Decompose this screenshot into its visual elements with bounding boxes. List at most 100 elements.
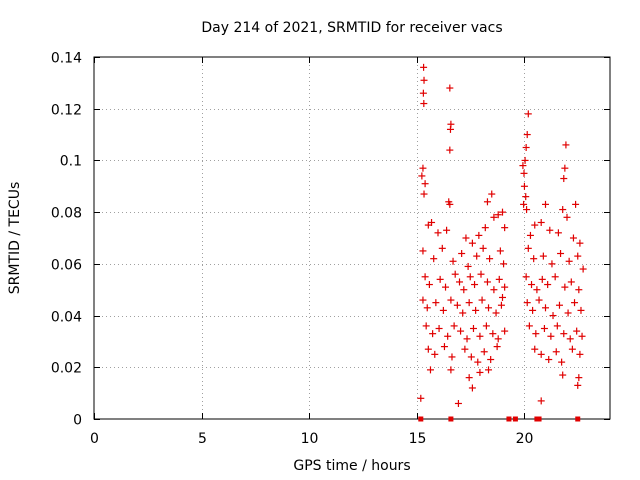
data-point [533, 286, 541, 294]
data-point [473, 252, 481, 260]
data-point [561, 283, 569, 291]
data-point [569, 234, 577, 242]
data-point [432, 299, 440, 307]
data-point [420, 190, 428, 198]
data-point [475, 231, 483, 239]
data-point [523, 299, 531, 307]
data-point [521, 156, 529, 164]
data-point [447, 366, 455, 374]
data-point [462, 234, 470, 242]
data-point [553, 322, 561, 330]
data-point [540, 325, 548, 332]
data-point [563, 213, 571, 221]
zero-value-mark [575, 416, 581, 422]
data-point [446, 200, 454, 208]
data-point [449, 257, 457, 265]
data-point [494, 335, 502, 343]
data-point [480, 348, 488, 356]
data-point [468, 239, 476, 247]
data-point [485, 304, 493, 312]
data-point [488, 190, 496, 198]
data-point [447, 296, 455, 304]
data-point [557, 250, 565, 258]
data-point [493, 343, 501, 351]
data-point [477, 270, 485, 278]
data-point [520, 200, 528, 208]
data-point [542, 304, 549, 312]
data-point [479, 244, 487, 252]
data-point [439, 306, 447, 314]
data-point [444, 332, 452, 340]
data-point [418, 172, 426, 180]
data-point [559, 206, 567, 214]
data-point [450, 322, 458, 330]
data-point [419, 89, 427, 97]
data-point [489, 330, 497, 338]
data-point [419, 296, 427, 304]
y-tick-label: 0.1 [60, 154, 82, 170]
data-point [420, 63, 428, 71]
data-point [579, 265, 587, 273]
data-point [425, 281, 433, 289]
data-point [565, 257, 573, 265]
data-point [431, 350, 439, 358]
data-point [476, 332, 484, 340]
data-point [417, 394, 425, 402]
data-point [552, 348, 560, 356]
data-point [459, 309, 467, 317]
data-point [539, 252, 547, 260]
data-point [576, 350, 584, 358]
data-point [454, 399, 462, 407]
x-tick-label: 15 [409, 431, 427, 447]
data-point [524, 244, 532, 252]
data-point [495, 275, 503, 283]
data-point [446, 84, 454, 92]
data-point [421, 180, 429, 188]
x-tick-label: 20 [516, 431, 534, 447]
data-point [544, 281, 552, 289]
data-point [492, 309, 500, 317]
data-point [499, 293, 506, 301]
data-point [460, 286, 468, 294]
y-axis-label: SRMTID / TECUs [7, 182, 23, 295]
data-point [476, 368, 484, 376]
tick-labels: 0 0.02 0.04 0.06 0.08 0.1 0.12 0.14 0 5 10 15 20 [51, 51, 534, 448]
data-point [548, 260, 556, 268]
data-point [446, 125, 454, 133]
data-point [524, 110, 532, 118]
y-tick-label: 0.14 [51, 51, 82, 67]
data-point [458, 250, 466, 258]
data-point [420, 76, 428, 84]
data-point [574, 252, 582, 260]
data-point [469, 325, 477, 332]
y-tick-label: 0.12 [51, 103, 82, 119]
data-point [555, 301, 563, 309]
data-point [578, 332, 586, 340]
data-point [483, 198, 491, 206]
data-point [463, 335, 471, 343]
data-point [456, 278, 463, 286]
data-point [482, 322, 490, 330]
data-point [501, 327, 509, 335]
data-point [522, 144, 530, 151]
data-point [530, 255, 538, 263]
data-point [429, 330, 437, 338]
axis-ticks [94, 57, 610, 420]
data-point [537, 350, 545, 358]
data-point [466, 273, 474, 281]
zero-value-mark [506, 416, 512, 422]
data-point [490, 213, 498, 221]
data-point [440, 343, 448, 351]
data-point [483, 278, 491, 286]
data-point [464, 262, 472, 270]
y-tick-label: 0 [73, 413, 82, 429]
data-point [519, 162, 527, 170]
data-point [472, 306, 480, 314]
x-axis-label: GPS time / hours [293, 458, 410, 474]
data-point [486, 255, 494, 263]
data-point [436, 275, 444, 283]
data-point [535, 296, 543, 304]
data-point [542, 200, 549, 208]
data-point [523, 131, 531, 139]
data-point [537, 397, 545, 405]
